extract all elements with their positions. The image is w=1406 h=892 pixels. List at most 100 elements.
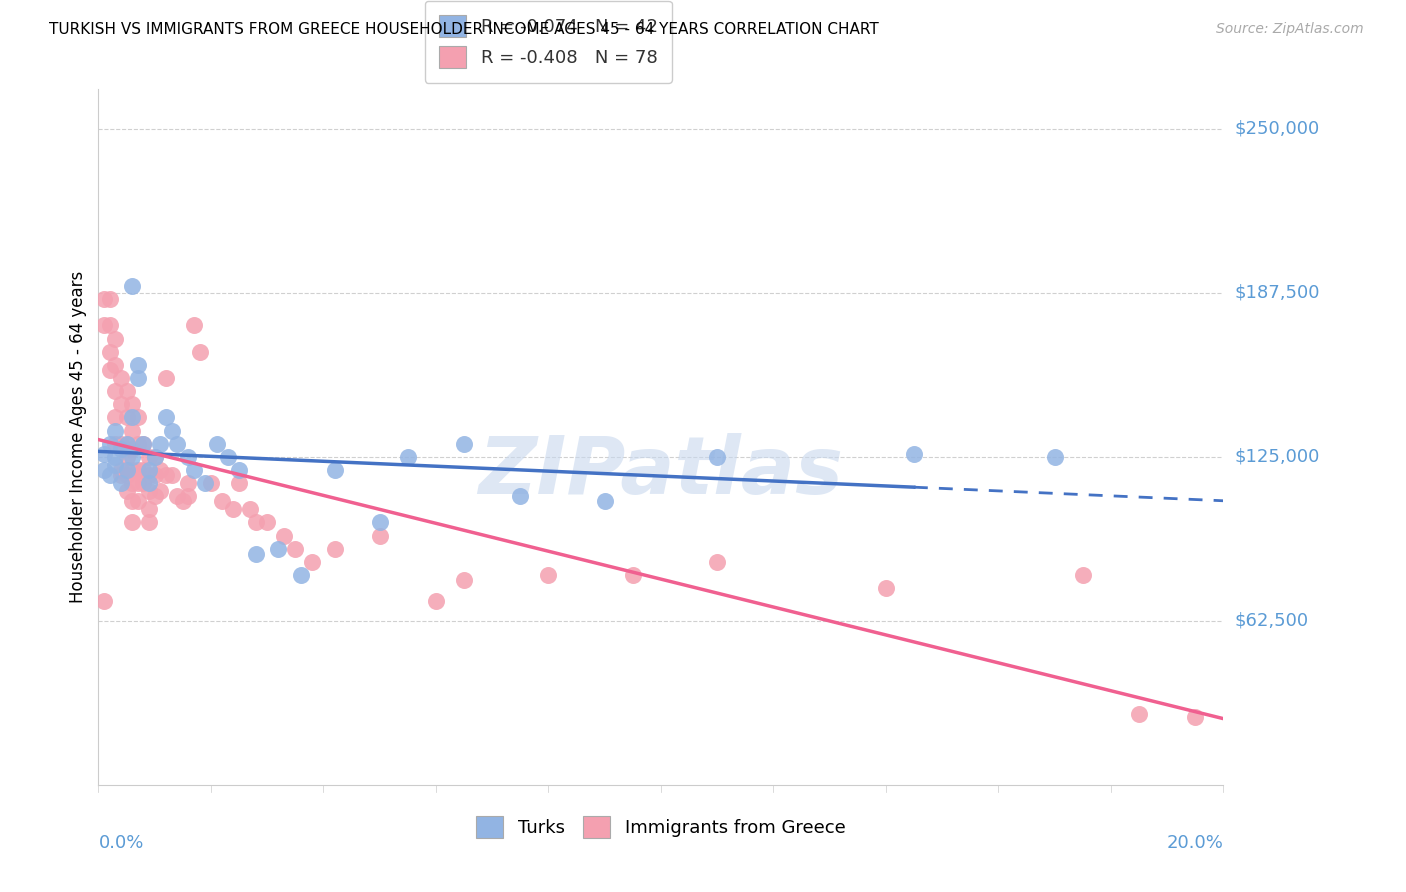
Point — [115, 410, 138, 425]
Point — [200, 476, 222, 491]
Point — [155, 410, 177, 425]
Point — [104, 424, 127, 438]
Text: TURKISH VS IMMIGRANTS FROM GREECE HOUSEHOLDER INCOME AGES 45 - 64 YEARS CORRELAT: TURKISH VS IMMIGRANTS FROM GREECE HOUSEH… — [49, 22, 879, 37]
Point — [98, 344, 121, 359]
Point — [1184, 709, 1206, 723]
Point — [138, 450, 160, 464]
Point — [368, 528, 391, 542]
Text: $62,500: $62,500 — [1234, 612, 1309, 630]
Point — [205, 436, 228, 450]
Point — [115, 450, 138, 464]
Point — [127, 358, 149, 372]
Point — [284, 541, 307, 556]
Point — [172, 494, 194, 508]
Point — [132, 436, 155, 450]
Point — [228, 476, 250, 491]
Point — [1043, 450, 1066, 464]
Point — [110, 436, 132, 450]
Point — [593, 494, 616, 508]
Point — [93, 447, 115, 461]
Point — [149, 483, 172, 498]
Point — [98, 363, 121, 377]
Point — [160, 424, 183, 438]
Point — [132, 436, 155, 450]
Point — [245, 547, 267, 561]
Point — [537, 568, 560, 582]
Point — [323, 541, 346, 556]
Point — [155, 371, 177, 385]
Point — [127, 494, 149, 508]
Point — [217, 450, 239, 464]
Point — [301, 555, 323, 569]
Point — [132, 476, 155, 491]
Point — [188, 344, 211, 359]
Point — [115, 483, 138, 498]
Point — [396, 450, 419, 464]
Point — [104, 410, 127, 425]
Point — [706, 555, 728, 569]
Point — [104, 358, 127, 372]
Y-axis label: Householder Income Ages 45 - 64 years: Householder Income Ages 45 - 64 years — [69, 271, 87, 603]
Point — [903, 447, 925, 461]
Point — [425, 594, 447, 608]
Point — [127, 410, 149, 425]
Point — [177, 489, 200, 503]
Point — [138, 483, 160, 498]
Point — [290, 568, 312, 582]
Point — [621, 568, 644, 582]
Point — [115, 436, 138, 450]
Point — [453, 573, 475, 587]
Text: 0.0%: 0.0% — [98, 834, 143, 852]
Point — [132, 463, 155, 477]
Point — [93, 292, 115, 306]
Point — [273, 528, 295, 542]
Point — [121, 463, 143, 477]
Point — [143, 450, 166, 464]
Point — [110, 442, 132, 456]
Point — [93, 594, 115, 608]
Text: ZIPatlas: ZIPatlas — [478, 433, 844, 511]
Point — [121, 450, 143, 464]
Point — [368, 516, 391, 530]
Point — [323, 463, 346, 477]
Point — [228, 463, 250, 477]
Point — [245, 516, 267, 530]
Point — [115, 463, 138, 477]
Point — [115, 436, 138, 450]
Point — [706, 450, 728, 464]
Point — [138, 463, 160, 477]
Point — [267, 541, 290, 556]
Text: Source: ZipAtlas.com: Source: ZipAtlas.com — [1216, 22, 1364, 37]
Point — [166, 436, 188, 450]
Point — [239, 502, 262, 516]
Point — [177, 450, 200, 464]
Point — [875, 581, 897, 595]
Point — [121, 442, 143, 456]
Point — [110, 463, 132, 477]
Point — [149, 463, 172, 477]
Point — [98, 436, 121, 450]
Point — [138, 476, 160, 491]
Point — [104, 458, 127, 472]
Point — [121, 494, 143, 508]
Point — [121, 516, 143, 530]
Point — [104, 332, 127, 346]
Point — [127, 371, 149, 385]
Point — [93, 463, 115, 477]
Point — [138, 516, 160, 530]
Text: 20.0%: 20.0% — [1167, 834, 1223, 852]
Point — [115, 468, 138, 483]
Point — [138, 468, 160, 483]
Point — [98, 318, 121, 333]
Point — [160, 468, 183, 483]
Point — [211, 494, 233, 508]
Point — [115, 384, 138, 398]
Text: $187,500: $187,500 — [1234, 284, 1320, 301]
Point — [166, 489, 188, 503]
Point — [104, 450, 127, 464]
Point — [183, 318, 205, 333]
Point — [110, 476, 132, 491]
Point — [98, 292, 121, 306]
Point — [143, 489, 166, 503]
Point — [256, 516, 278, 530]
